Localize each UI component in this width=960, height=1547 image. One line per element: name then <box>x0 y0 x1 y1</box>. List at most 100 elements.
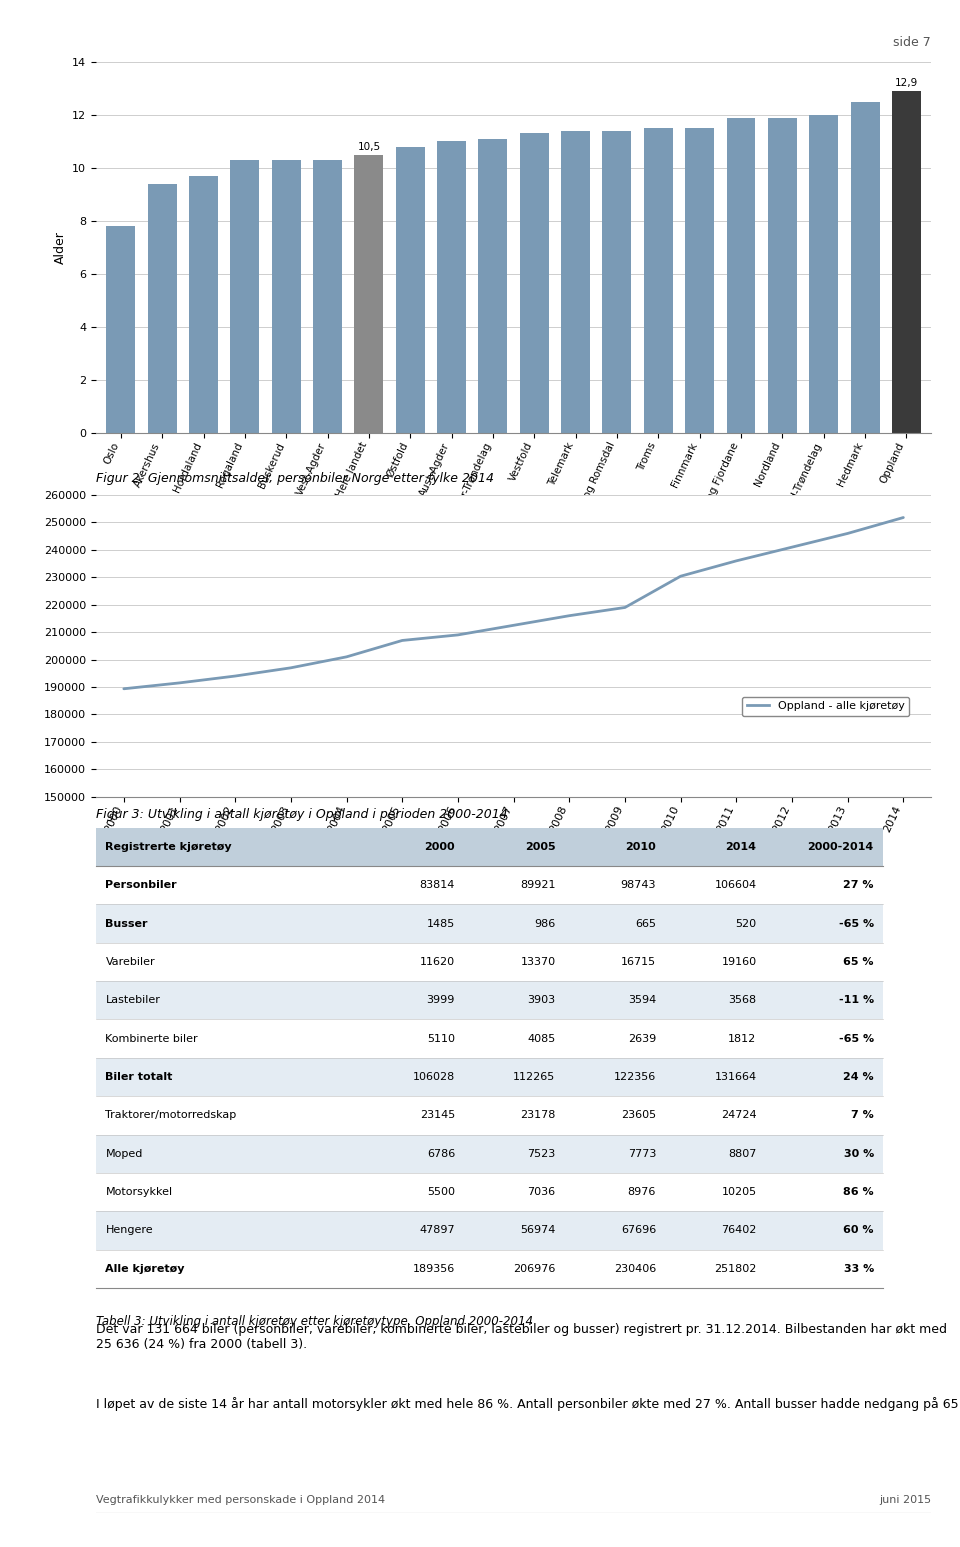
Text: 83814: 83814 <box>420 880 455 890</box>
Text: 76402: 76402 <box>721 1225 756 1236</box>
Text: 47897: 47897 <box>420 1225 455 1236</box>
Bar <box>809 114 838 433</box>
Text: 189356: 189356 <box>413 1264 455 1273</box>
Bar <box>465 1097 565 1134</box>
Bar <box>96 866 364 905</box>
Bar <box>766 1058 883 1097</box>
Bar <box>364 1019 465 1058</box>
Bar <box>519 133 549 433</box>
Text: 1485: 1485 <box>427 919 455 928</box>
Bar <box>107 226 135 433</box>
Text: Hengere: Hengere <box>106 1225 153 1236</box>
Text: 106604: 106604 <box>714 880 756 890</box>
Bar <box>364 942 465 981</box>
Bar <box>96 942 364 981</box>
Text: 230406: 230406 <box>613 1264 656 1273</box>
Bar <box>96 1058 364 1097</box>
Bar <box>766 1019 883 1058</box>
Bar <box>478 139 508 433</box>
Bar <box>565 1211 665 1250</box>
Text: I løpet av de siste 14 år har antall motorsykler økt med hele 86 %. Antall perso: I løpet av de siste 14 år har antall mot… <box>96 1397 960 1411</box>
Bar <box>272 159 300 433</box>
Text: 24 %: 24 % <box>843 1072 874 1081</box>
Bar <box>364 1250 465 1289</box>
Text: 520: 520 <box>735 919 756 928</box>
Text: 56974: 56974 <box>520 1225 556 1236</box>
Bar <box>465 1173 565 1211</box>
Bar <box>465 1019 565 1058</box>
Bar <box>96 1097 364 1134</box>
Bar <box>766 905 883 942</box>
Bar <box>565 981 665 1019</box>
Bar <box>766 1211 883 1250</box>
Bar <box>364 981 465 1019</box>
Bar <box>465 905 565 942</box>
Text: 7036: 7036 <box>527 1187 556 1197</box>
Bar <box>562 131 590 433</box>
Text: 23145: 23145 <box>420 1111 455 1120</box>
Bar <box>364 1058 465 1097</box>
Bar <box>465 1058 565 1097</box>
Bar <box>766 1097 883 1134</box>
Bar <box>364 1173 465 1211</box>
Text: Lastebiler: Lastebiler <box>106 995 160 1006</box>
Bar <box>665 1019 766 1058</box>
Text: 2005: 2005 <box>525 842 556 852</box>
Bar <box>603 131 632 433</box>
Text: 112265: 112265 <box>514 1072 556 1081</box>
Text: 106028: 106028 <box>413 1072 455 1081</box>
Text: 206976: 206976 <box>514 1264 556 1273</box>
Text: 3999: 3999 <box>426 995 455 1006</box>
Text: 7523: 7523 <box>527 1149 556 1159</box>
Bar <box>437 141 466 433</box>
Text: 23178: 23178 <box>520 1111 556 1120</box>
Text: 8807: 8807 <box>728 1149 756 1159</box>
Bar <box>96 1250 364 1289</box>
Text: 4085: 4085 <box>527 1033 556 1044</box>
Text: Motorsykkel: Motorsykkel <box>106 1187 173 1197</box>
Text: 3594: 3594 <box>628 995 656 1006</box>
Bar <box>364 1134 465 1173</box>
Text: 12,9: 12,9 <box>895 79 918 88</box>
Text: Busser: Busser <box>106 919 148 928</box>
Bar <box>96 1173 364 1211</box>
Text: 3903: 3903 <box>527 995 556 1006</box>
Bar <box>465 1250 565 1289</box>
Y-axis label: Alder: Alder <box>54 231 66 265</box>
Text: Kombinerte biler: Kombinerte biler <box>106 1033 198 1044</box>
Text: Personbiler: Personbiler <box>106 880 177 890</box>
Bar <box>465 942 565 981</box>
Text: 7 %: 7 % <box>851 1111 874 1120</box>
Text: 10,5: 10,5 <box>357 142 380 152</box>
Bar <box>96 1134 364 1173</box>
Bar <box>665 942 766 981</box>
Text: 60 %: 60 % <box>843 1225 874 1236</box>
Bar <box>766 828 883 866</box>
Text: 27 %: 27 % <box>843 880 874 890</box>
Bar <box>364 1211 465 1250</box>
Bar <box>851 102 879 433</box>
Text: 3568: 3568 <box>729 995 756 1006</box>
Bar <box>96 828 364 866</box>
Bar <box>189 176 218 433</box>
Text: 986: 986 <box>535 919 556 928</box>
Bar <box>766 981 883 1019</box>
Text: -65 %: -65 % <box>839 919 874 928</box>
Text: 5110: 5110 <box>427 1033 455 1044</box>
Text: 251802: 251802 <box>714 1264 756 1273</box>
Text: Figur 2: Gjennomsnittsalder, personbiler Norge etter fylke 2014: Figur 2: Gjennomsnittsalder, personbiler… <box>96 472 494 484</box>
Bar <box>665 1211 766 1250</box>
Bar <box>465 1211 565 1250</box>
Bar <box>665 1097 766 1134</box>
Text: Figur 3: Utvikling i antall kjøretøy i Oppland i perioden 2000-2014: Figur 3: Utvikling i antall kjøretøy i O… <box>96 808 508 820</box>
Bar <box>96 905 364 942</box>
Bar <box>565 828 665 866</box>
Bar <box>727 118 756 433</box>
Text: Moped: Moped <box>106 1149 143 1159</box>
Bar <box>665 1134 766 1173</box>
Text: Vegtrafikkulykker med personskade i Oppland 2014: Vegtrafikkulykker med personskade i Oppl… <box>96 1496 385 1505</box>
Bar <box>644 128 673 433</box>
Bar <box>665 1173 766 1211</box>
Bar <box>313 159 342 433</box>
Text: 6786: 6786 <box>427 1149 455 1159</box>
